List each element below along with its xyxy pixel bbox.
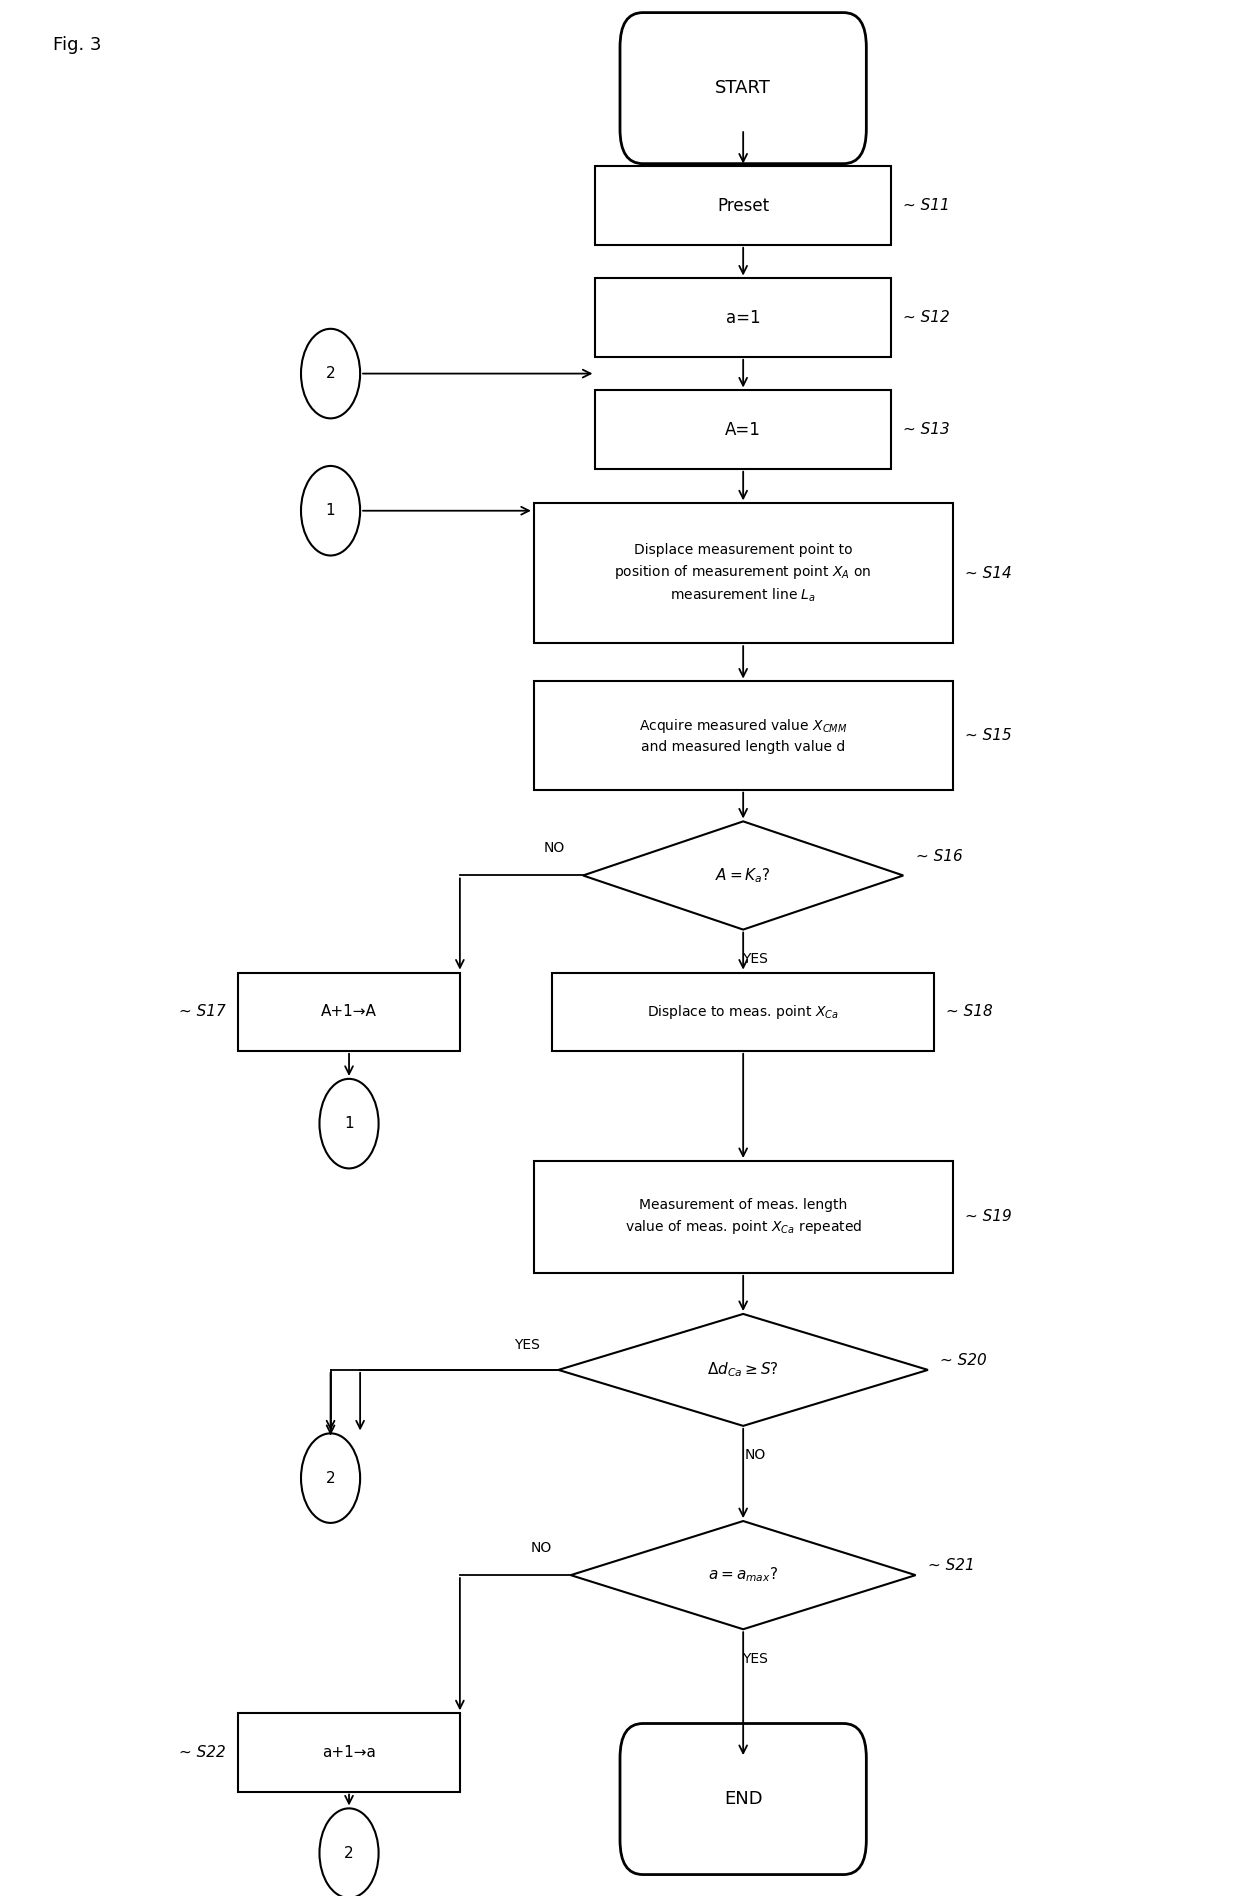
Bar [533,1160,952,1272]
Text: ~ S12: ~ S12 [903,311,950,324]
Circle shape [301,466,360,556]
Text: YES: YES [515,1339,539,1352]
Text: Displace measurement point to
position of measurement point $X_A$ on
measurement: Displace measurement point to position o… [614,542,872,603]
Bar [552,973,934,1050]
Text: Fig. 3: Fig. 3 [53,36,102,53]
Text: ~ S21: ~ S21 [928,1559,975,1574]
Text: a=1: a=1 [725,309,760,326]
Circle shape [301,328,360,419]
Bar [595,279,892,356]
Text: a+1→a: a+1→a [322,1744,376,1759]
Text: YES: YES [743,1651,769,1667]
Text: NO: NO [745,1449,766,1462]
Text: Acquire measured value $X_{CMM}$
and measured length value d: Acquire measured value $X_{CMM}$ and mea… [639,717,847,755]
Circle shape [320,1079,378,1168]
Polygon shape [558,1314,928,1426]
Circle shape [320,1809,378,1896]
FancyBboxPatch shape [620,1723,867,1875]
Text: A=1: A=1 [725,421,761,438]
Text: 1: 1 [326,502,335,518]
Bar [595,167,892,245]
Text: ~ S20: ~ S20 [940,1354,987,1369]
Text: ~ S15: ~ S15 [965,728,1012,743]
Text: ~ S14: ~ S14 [965,565,1012,580]
Text: A+1→A: A+1→A [321,1005,377,1020]
Text: 1: 1 [345,1117,353,1132]
Circle shape [301,1433,360,1522]
Text: ~ S16: ~ S16 [915,849,962,865]
Text: $a=a_{max}$?: $a=a_{max}$? [708,1566,779,1585]
Text: 2: 2 [326,366,335,381]
Text: Measurement of meas. length
value of meas. point $X_{Ca}$ repeated: Measurement of meas. length value of mea… [625,1198,862,1236]
Bar [238,1714,460,1792]
Text: END: END [724,1790,763,1809]
Text: Displace to meas. point $X_{Ca}$: Displace to meas. point $X_{Ca}$ [647,1003,839,1020]
Text: NO: NO [531,1541,552,1555]
Text: ~ S11: ~ S11 [903,199,950,212]
Text: $\Delta d_{Ca}\geq S$?: $\Delta d_{Ca}\geq S$? [707,1361,779,1378]
Bar [533,681,952,789]
Polygon shape [583,821,903,929]
Text: ~ S18: ~ S18 [946,1005,993,1020]
Text: Preset: Preset [717,197,769,214]
Text: NO: NO [543,842,564,855]
Text: 2: 2 [326,1471,335,1486]
Text: ~ S17: ~ S17 [179,1005,226,1020]
Text: $A=K_a$?: $A=K_a$? [715,866,771,885]
Bar [533,502,952,643]
Bar [238,973,460,1050]
Text: ~ S19: ~ S19 [965,1210,1012,1225]
Text: ~ S22: ~ S22 [179,1744,226,1759]
Text: ~ S13: ~ S13 [903,423,950,438]
Polygon shape [570,1521,915,1629]
Text: 2: 2 [345,1845,353,1860]
Text: YES: YES [743,952,769,965]
FancyBboxPatch shape [620,13,867,163]
Bar [595,391,892,468]
Text: START: START [715,80,771,97]
